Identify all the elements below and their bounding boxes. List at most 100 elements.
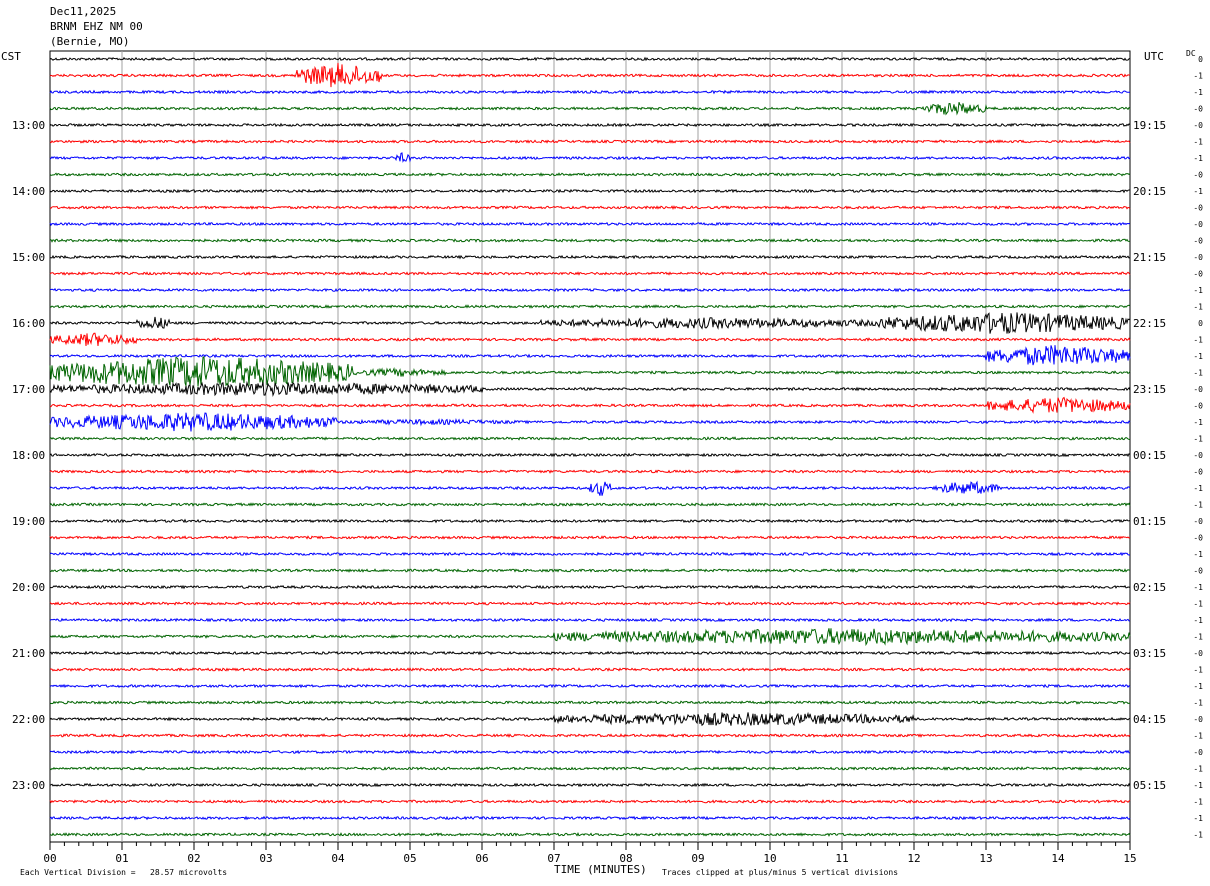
trace-line: [49, 271, 1131, 276]
trace-line: [49, 700, 1131, 705]
trace-line: [49, 782, 1131, 788]
plot-frame: [49, 50, 1131, 843]
trace-line: [50, 254, 1131, 260]
dc-offset-label: -0: [1193, 534, 1203, 543]
x-tick-label: 00: [43, 852, 56, 865]
dc-offset-label: -1: [1193, 72, 1203, 81]
trace-line: [49, 102, 1131, 116]
trace-line: [49, 205, 1131, 210]
left-hour-label: 19:00: [12, 515, 45, 528]
x-tick-label: 15: [1123, 852, 1136, 865]
dc-offset-label: -1: [1193, 699, 1203, 708]
trace-line: [49, 139, 1131, 144]
dc-offset-label: -0: [1193, 204, 1203, 213]
x-tick-label: 09: [691, 852, 704, 865]
header-station: BRNM EHZ NM 00: [50, 20, 143, 33]
dc-offset-label: 0: [1198, 319, 1203, 328]
left-zone-label: CST: [1, 50, 21, 63]
left-hour-label: 13:00: [12, 119, 45, 132]
dc-offset-label: -0: [1193, 748, 1203, 757]
x-tick-label: 14: [1051, 852, 1065, 865]
dc-offset-label: -1: [1193, 682, 1203, 691]
right-hour-label: 23:15: [1133, 383, 1166, 396]
trace-line: [49, 89, 1131, 95]
trace-line: [49, 380, 1131, 397]
clip-note: Traces clipped at plus/minus 5 vertical …: [662, 868, 899, 877]
right-hour-label: 04:15: [1133, 713, 1166, 726]
trace-line: [49, 535, 1131, 540]
trace-line: [49, 749, 1131, 755]
left-hour-label: 17:00: [12, 383, 45, 396]
x-tick-label: 12: [907, 852, 920, 865]
dc-offset-label: 0: [1198, 55, 1203, 64]
dc-offset-label: -0: [1193, 649, 1203, 658]
dc-offset-label: -1: [1193, 600, 1203, 609]
x-tick-label: 06: [475, 852, 488, 865]
dc-offset-label: -1: [1193, 781, 1203, 790]
trace-line: [49, 683, 1131, 689]
trace-line: [49, 832, 1131, 837]
dc-offset-label: -0: [1193, 105, 1203, 114]
x-axis-label: TIME (MINUTES): [554, 863, 647, 876]
right-hour-label: 19:15: [1133, 119, 1166, 132]
trace-line: [49, 584, 1131, 590]
dc-offset-label: -0: [1193, 567, 1203, 576]
dc-offset-label: -1: [1193, 765, 1203, 774]
trace-line: [49, 799, 1131, 804]
dc-offset-label: -1: [1193, 501, 1203, 510]
trace-line: [49, 650, 1131, 656]
right-hour-label: 02:15: [1133, 581, 1166, 594]
dc-offset-label: -1: [1193, 352, 1203, 361]
x-tick-label: 08: [619, 852, 632, 865]
trace-line: [49, 667, 1131, 672]
x-tick-label: 04: [331, 852, 345, 865]
x-tick-label: 03: [259, 852, 272, 865]
dc-offset-label: -0: [1193, 270, 1203, 279]
x-tick-label: 05: [403, 852, 416, 865]
left-hour-label: 20:00: [12, 581, 45, 594]
dc-offset-label: -1: [1193, 187, 1203, 196]
header-date: Dec11,2025: [50, 5, 117, 18]
dc-offset-label: -1: [1193, 138, 1203, 147]
dc-offset-label: -1: [1193, 583, 1203, 592]
right-hour-label: 21:15: [1133, 251, 1166, 264]
left-hour-label: 14:00: [12, 185, 45, 198]
x-tick-label: 13: [979, 852, 992, 865]
x-tick-label: 11: [835, 852, 848, 865]
right-hour-label: 00:15: [1133, 449, 1166, 462]
trace-line: [49, 152, 1131, 163]
dc-offset-label: -0: [1193, 253, 1203, 262]
dc-label: DC: [1186, 49, 1196, 58]
x-tick-label: 01: [115, 852, 128, 865]
dc-offset-label: -0: [1193, 517, 1203, 526]
trace-line: [49, 601, 1131, 606]
trace-line: [49, 396, 1131, 414]
trace-line: [49, 221, 1131, 227]
trace-line: [49, 345, 1131, 366]
trace-line: [49, 304, 1131, 309]
right-hour-label: 03:15: [1133, 647, 1166, 660]
dc-offset-label: -1: [1193, 732, 1203, 741]
trace-line: [49, 617, 1131, 623]
trace-line: [49, 480, 1131, 496]
dc-offset-label: -0: [1193, 451, 1203, 460]
left-hour-label: 18:00: [12, 449, 45, 462]
right-hour-label: 05:15: [1133, 779, 1166, 792]
right-zone-label: UTC: [1144, 50, 1164, 63]
left-hour-label: 22:00: [12, 713, 45, 726]
left-hour-label: 23:00: [12, 779, 45, 792]
trace-line: [49, 628, 1131, 647]
trace-line: [49, 711, 1131, 727]
dc-offset-label: -0: [1193, 468, 1203, 477]
right-hour-label: 20:15: [1133, 185, 1166, 198]
x-tick-label: 10: [763, 852, 776, 865]
dc-offset-label: -1: [1193, 831, 1203, 840]
dc-offset-label: -0: [1193, 220, 1203, 229]
header-location: (Bernie, MO): [50, 35, 130, 48]
trace-line: [49, 62, 1131, 88]
right-hour-label: 22:15: [1133, 317, 1166, 330]
trace-line: [49, 412, 1131, 432]
dc-offset-label: -1: [1193, 484, 1203, 493]
scale-note: Each Vertical Division = 28.57 microvolt…: [20, 868, 228, 877]
